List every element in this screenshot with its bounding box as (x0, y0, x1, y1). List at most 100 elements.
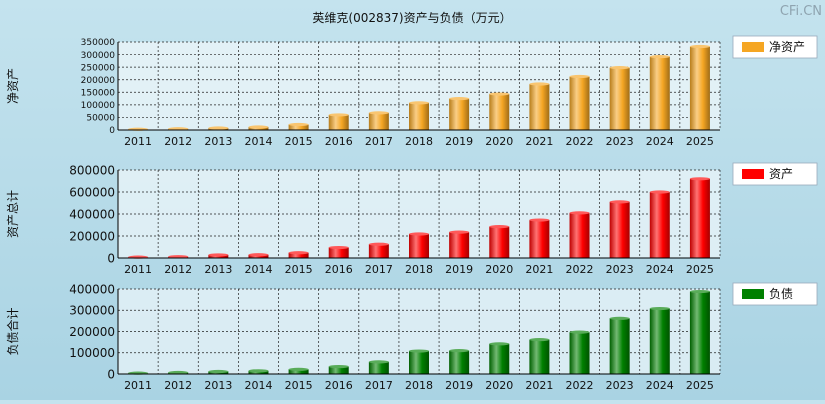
x-tick-label: 2022 (566, 379, 594, 392)
bar (569, 76, 590, 130)
bar-cap (649, 306, 670, 311)
x-tick-label: 2016 (325, 135, 353, 148)
x-tick-label: 2021 (525, 263, 553, 276)
y-tick-label: 0 (109, 126, 115, 136)
bar-cap (288, 367, 309, 371)
y-axis-title: 净资产 (6, 68, 20, 104)
y-tick-label: 800000 (69, 163, 115, 177)
x-tick-label: 2015 (285, 263, 313, 276)
x-tick-label: 2012 (164, 379, 192, 392)
y-tick-label: 600000 (69, 185, 115, 199)
bar-cap (689, 289, 710, 294)
bar-cap (569, 74, 590, 79)
bar (689, 291, 710, 374)
bar (328, 366, 349, 374)
x-tick-label: 2019 (445, 379, 473, 392)
x-tick-label: 2013 (204, 263, 232, 276)
bar-cap (689, 44, 710, 49)
bar (609, 201, 630, 258)
bar (609, 67, 630, 130)
bar-cap (569, 330, 590, 334)
bar-cap (328, 245, 349, 250)
bar (368, 361, 389, 374)
x-tick-label: 2025 (686, 135, 714, 148)
bar-cap (328, 113, 349, 117)
bar (649, 56, 670, 130)
x-tick-label: 2018 (405, 135, 433, 148)
x-tick-label: 2019 (445, 135, 473, 148)
bar-cap (409, 349, 429, 353)
bar (529, 220, 550, 258)
x-tick-label: 2022 (566, 135, 594, 148)
bar (449, 98, 470, 130)
legend-label: 净资产 (769, 40, 805, 54)
x-tick-label: 2025 (686, 379, 714, 392)
bar (489, 94, 510, 130)
bar-cap (449, 96, 470, 101)
bar-cap (449, 349, 470, 353)
y-tick-label: 50000 (86, 114, 115, 124)
bar-cap (569, 211, 590, 215)
x-tick-label: 2025 (686, 263, 714, 276)
y-tick-label: 100000 (81, 101, 116, 111)
y-tick-label: 400000 (69, 282, 115, 296)
bar (328, 114, 349, 130)
bar-cap (208, 369, 229, 374)
y-tick-label: 400000 (69, 207, 115, 221)
x-tick-label: 2011 (124, 135, 152, 148)
bar (649, 192, 670, 258)
x-tick-label: 2018 (405, 263, 433, 276)
bar (449, 350, 470, 374)
bar (368, 244, 389, 258)
bar (569, 212, 590, 258)
legend-swatch (742, 42, 764, 52)
y-tick-label: 300000 (69, 304, 115, 318)
bar (489, 226, 510, 258)
bar-cap (368, 111, 389, 115)
bar (328, 247, 349, 258)
legend-box (732, 282, 818, 306)
bar-cap (208, 126, 229, 130)
bar (288, 252, 309, 258)
bar-cap (248, 369, 269, 373)
x-tick-label: 2015 (285, 135, 313, 148)
x-tick-label: 2012 (164, 263, 192, 276)
bar (489, 343, 510, 374)
x-tick-label: 2023 (606, 263, 634, 276)
bar-cap (649, 190, 670, 194)
bar-cap (288, 251, 309, 255)
x-tick-label: 2021 (525, 135, 553, 148)
x-tick-label: 2015 (285, 379, 313, 392)
bar-cap (489, 342, 510, 346)
x-tick-label: 2014 (244, 263, 272, 276)
bar-cap (328, 364, 349, 369)
chart-title: 英维克(002837)资产与负债（万元） (312, 11, 511, 25)
bar (529, 339, 550, 374)
y-tick-label: 100000 (69, 346, 115, 360)
bar (248, 254, 269, 258)
bar (368, 112, 389, 130)
bar-cap (248, 253, 269, 257)
x-tick-label: 2012 (164, 135, 192, 148)
bar-cap (609, 66, 630, 70)
bar-cap (368, 360, 389, 364)
bar (409, 351, 429, 374)
bar-cap (248, 125, 269, 129)
bar-cap (529, 82, 550, 86)
legend-swatch (742, 169, 764, 179)
y-axis-title: 资产总计 (6, 190, 20, 238)
bar-cap (689, 177, 710, 181)
bar (449, 232, 470, 258)
x-tick-label: 2016 (325, 379, 353, 392)
x-tick-label: 2024 (646, 135, 674, 148)
y-tick-label: 200000 (69, 325, 115, 339)
x-tick-label: 2014 (244, 135, 272, 148)
x-tick-label: 2013 (204, 379, 232, 392)
x-tick-label: 2014 (244, 379, 272, 392)
bar-cap (409, 232, 429, 236)
bar-cap (409, 101, 429, 105)
x-tick-label: 2023 (606, 135, 634, 148)
bar (649, 308, 670, 374)
y-axis-title: 负债合计 (5, 307, 20, 355)
